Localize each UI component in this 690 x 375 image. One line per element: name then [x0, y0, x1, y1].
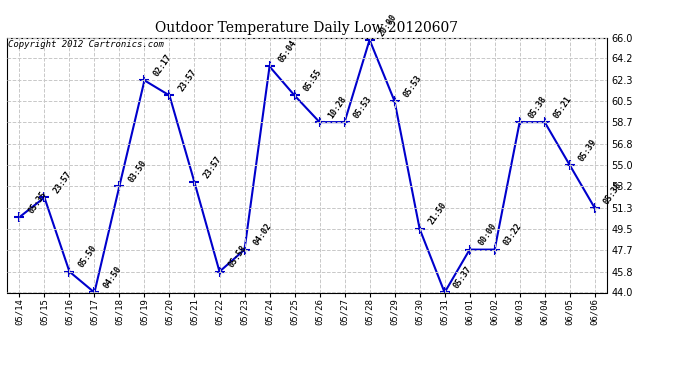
- Text: 05:53: 05:53: [351, 94, 373, 120]
- Text: 10:28: 10:28: [326, 94, 348, 120]
- Text: 05:04: 05:04: [277, 39, 298, 64]
- Text: 05:35: 05:35: [26, 189, 48, 215]
- Text: 03:22: 03:22: [502, 222, 523, 248]
- Text: 05:30: 05:30: [602, 180, 623, 206]
- Text: 05:38: 05:38: [526, 94, 549, 120]
- Text: 04:50: 04:50: [101, 265, 123, 290]
- Text: Copyright 2012 Cartronics.com: Copyright 2012 Cartronics.com: [8, 40, 164, 49]
- Text: 23:57: 23:57: [177, 68, 198, 93]
- Text: 00:00: 00:00: [477, 222, 498, 248]
- Text: 05:55: 05:55: [302, 68, 323, 93]
- Text: 03:50: 03:50: [126, 158, 148, 184]
- Text: 20:00: 20:00: [377, 12, 398, 38]
- Text: 23:57: 23:57: [51, 170, 73, 195]
- Text: 05:58: 05:58: [226, 244, 248, 270]
- Text: 05:53: 05:53: [402, 74, 423, 99]
- Text: 05:39: 05:39: [577, 137, 598, 163]
- Text: 23:57: 23:57: [201, 154, 223, 180]
- Title: Outdoor Temperature Daily Low 20120607: Outdoor Temperature Daily Low 20120607: [155, 21, 459, 35]
- Text: 05:37: 05:37: [451, 265, 473, 290]
- Text: 04:02: 04:02: [251, 222, 273, 248]
- Text: 21:50: 21:50: [426, 201, 449, 226]
- Text: 05:21: 05:21: [551, 94, 573, 120]
- Text: 05:50: 05:50: [77, 244, 98, 270]
- Text: 02:17: 02:17: [151, 53, 173, 78]
